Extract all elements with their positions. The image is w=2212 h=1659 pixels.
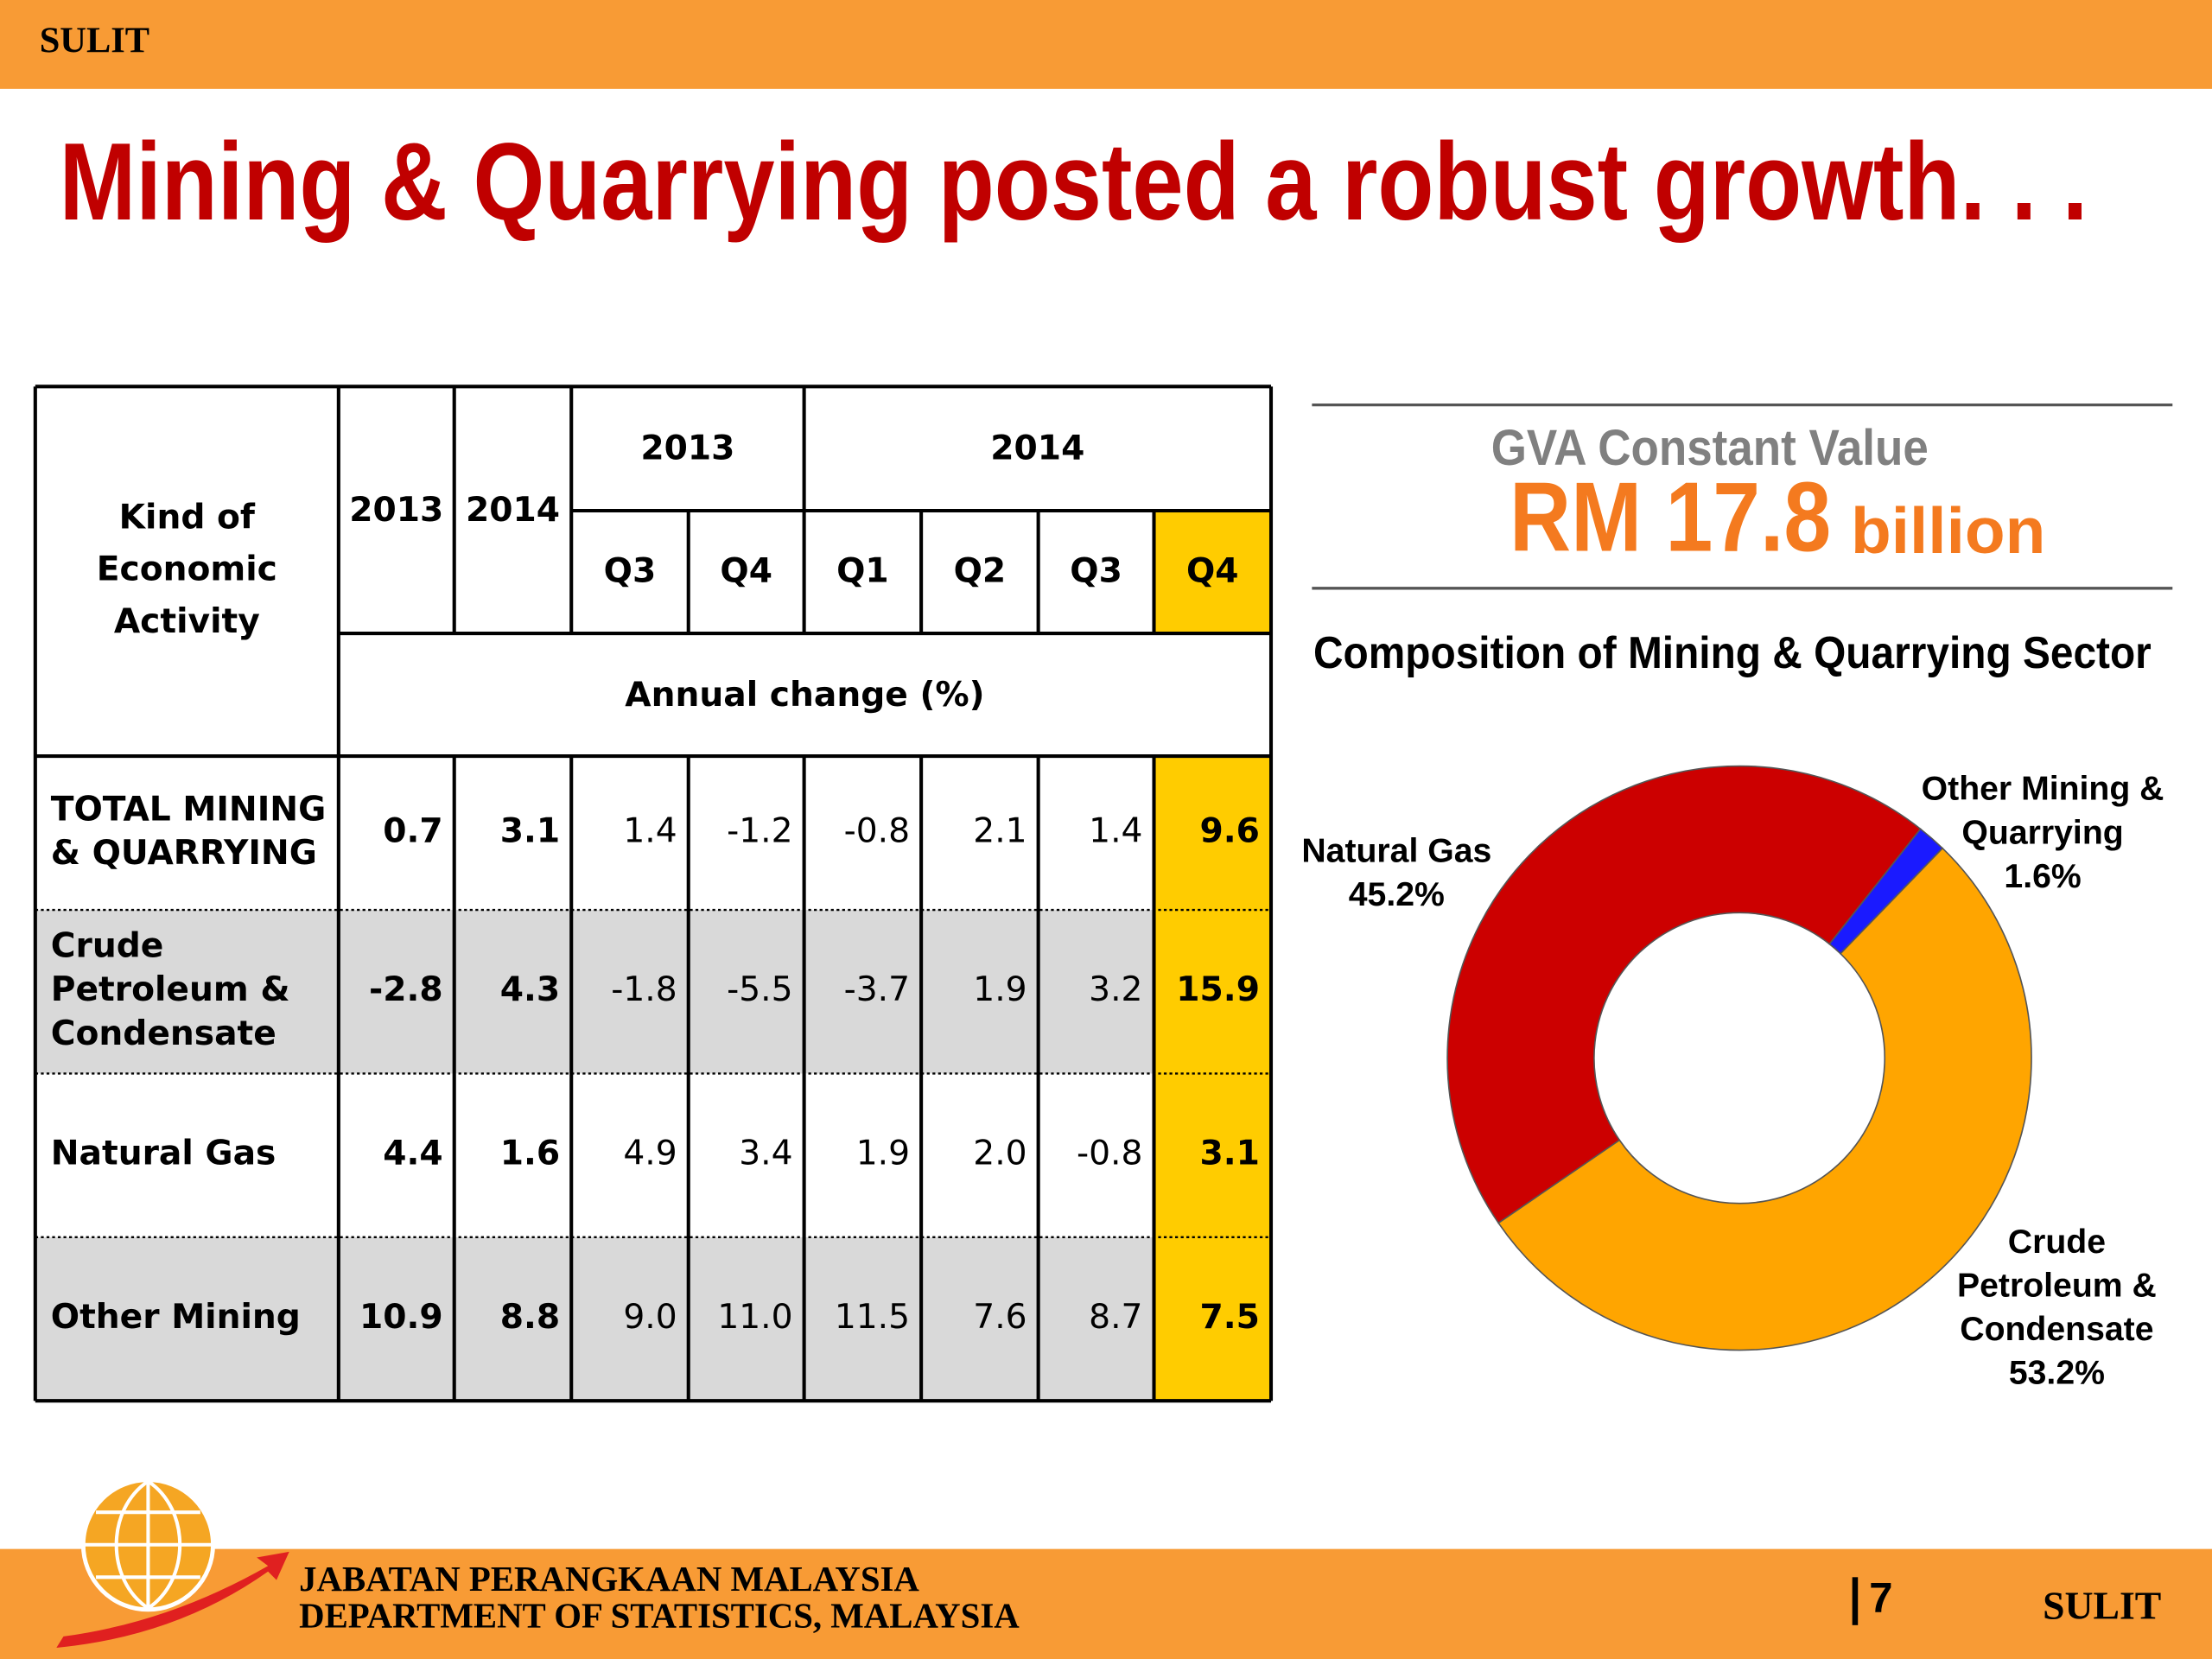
table-cell: -2.8 [369, 970, 443, 1009]
table-cell: 1.9 [973, 970, 1027, 1009]
row-label: Crude [51, 927, 164, 966]
header-cell: Kind of [119, 498, 256, 537]
donut-segment [1497, 847, 2032, 1351]
table-cell: 0.7 [383, 812, 442, 851]
row-label: Other Mining [51, 1298, 301, 1337]
row-label: Petroleum & [51, 970, 290, 1009]
gva-amount: RM 17.8 [1510, 463, 1831, 573]
row-shade [35, 910, 1272, 1074]
header-cell: Q3 [604, 551, 657, 590]
header-cell: Q2 [954, 551, 1007, 590]
table-cell: -0.8 [1077, 1135, 1142, 1173]
header-cell: 2013 [640, 429, 734, 467]
donut-chart: Natural Gas 45.2% Other Mining & Quarrying… [1301, 765, 2164, 1393]
table-cell: 7.6 [973, 1298, 1027, 1337]
table: Kind of Economic Activity 2013 2014 2013 2014 Q… [33, 385, 1274, 1403]
footer-org: JABATAN PERANGKAAN MALAYSIA [299, 1560, 919, 1599]
header-cell: 2014 [466, 491, 560, 530]
header-cell: Q1 [836, 551, 889, 590]
table-cell: 1.6 [500, 1135, 560, 1173]
table-cell: 3.2 [1089, 970, 1142, 1009]
table-cell: 11.0 [717, 1298, 792, 1337]
table-cell: 2.0 [973, 1135, 1027, 1173]
header-cell: 2014 [990, 429, 1084, 467]
header-cell: Q3 [1070, 551, 1122, 590]
header-cell: Q4 [720, 551, 772, 590]
table-cell: 1.4 [1089, 812, 1142, 851]
table-cell: 15.9 [1176, 970, 1260, 1009]
header-cell: Annual change (%) [625, 676, 984, 715]
segment-label: Natural Gas 45.2% [1301, 832, 1492, 914]
header-cell: Economic [97, 550, 277, 589]
value-label: 45.2% [1348, 875, 1445, 914]
table-cell: 3.1 [500, 812, 560, 851]
table-cell: 10.9 [359, 1298, 443, 1337]
gva-unit: billion [1851, 494, 2045, 567]
table-cell: 8.8 [500, 1298, 560, 1337]
header-label: SULIT [40, 20, 149, 60]
table-cell: 4.9 [623, 1135, 677, 1173]
page-number: 7 [1869, 1575, 1892, 1622]
table-cell: 9.6 [1200, 812, 1260, 851]
row-label: TOTAL MINING [51, 790, 326, 829]
table-cell: -1.2 [727, 812, 792, 851]
table-cell: -1.8 [611, 970, 677, 1009]
category-label: Natural Gas [1301, 832, 1492, 871]
table-cell: 7.5 [1200, 1298, 1260, 1337]
row-shade [35, 1236, 1272, 1402]
segment-label: Crude Petroleum & Condensate 53.2% [1957, 1223, 2157, 1393]
header-cell: Q4 [1186, 551, 1239, 590]
table-cell: 4.4 [383, 1135, 442, 1173]
table-cell: 3.4 [739, 1135, 792, 1173]
value-label: 53.2% [2008, 1354, 2105, 1393]
header-cell: 2013 [349, 491, 443, 530]
logo [56, 1478, 289, 1648]
table-cell: 4.3 [500, 970, 560, 1009]
chart-title: Composition of Mining & Quarrying Sector [1313, 628, 2152, 678]
table-cell: 2.1 [973, 812, 1027, 851]
header-cell: Activity [114, 602, 260, 641]
category-label: Other Mining & Quarrying [1921, 769, 2164, 852]
highlight-column [1154, 511, 1272, 634]
row-label: & QUARRYING [51, 834, 317, 873]
header-bar [0, 0, 2212, 89]
footer-org: DEPARTMENT OF STATISTICS, MALAYSIA [299, 1597, 1020, 1636]
table-cell: 1.4 [623, 812, 677, 851]
donut-segment [1446, 765, 1922, 1224]
slide-title: Mining & Quarrying posted a robust growt… [60, 120, 2088, 243]
segment-label: Other Mining & Quarrying 1.6% [1921, 769, 2164, 895]
table-cell: -0.8 [844, 812, 910, 851]
table-cell: 1.9 [856, 1135, 910, 1173]
divider [1852, 1577, 1859, 1625]
gva-caption: GVA Constant Value [1491, 420, 1929, 476]
row-label: Natural Gas [51, 1135, 276, 1173]
row-label: Condensate [51, 1014, 276, 1053]
highlight-column [1154, 756, 1272, 1402]
table-cell: -3.7 [844, 970, 910, 1009]
table-cell: 3.1 [1200, 1135, 1260, 1173]
footer-bar [0, 1548, 2212, 1659]
footer-label: SULIT [2043, 1583, 2161, 1627]
table-cell: -5.5 [727, 970, 792, 1009]
table-cell: 11.5 [835, 1298, 910, 1337]
table-cell: 9.0 [623, 1298, 677, 1337]
table-cell: 8.7 [1089, 1298, 1142, 1337]
category-label: Crude Petroleum & Condensate [1957, 1223, 2157, 1349]
value-label: 1.6% [2004, 856, 2082, 895]
